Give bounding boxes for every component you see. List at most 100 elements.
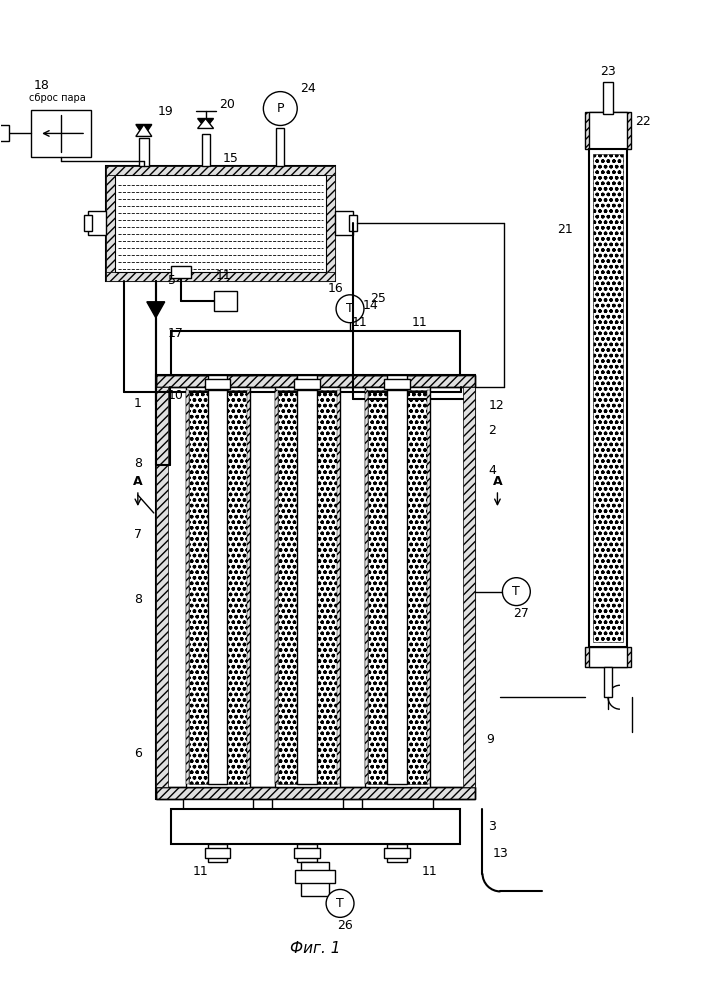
Text: 13: 13 (493, 847, 508, 860)
Text: 10: 10 (168, 389, 184, 402)
Bar (182, 799, 253, 809)
Bar (296, 870, 335, 883)
Polygon shape (136, 124, 152, 136)
Polygon shape (198, 119, 214, 128)
Bar (208, 844, 228, 862)
Text: 21: 21 (557, 223, 573, 236)
Text: 11: 11 (352, 316, 368, 329)
Bar (186, 387, 250, 787)
Text: 15: 15 (223, 152, 238, 165)
Bar (31, 110, 91, 157)
Bar (84, 215, 92, 231)
Bar (106, 166, 335, 175)
Bar (593, 154, 623, 642)
Bar (208, 375, 228, 393)
Bar (603, 82, 613, 114)
Bar (365, 390, 368, 784)
Text: 11: 11 (412, 316, 428, 329)
Polygon shape (136, 124, 152, 136)
Text: 11: 11 (193, 865, 209, 878)
Circle shape (503, 578, 530, 606)
Bar (275, 387, 340, 787)
Text: T: T (513, 585, 520, 598)
Text: 8: 8 (134, 593, 142, 606)
Text: 27: 27 (513, 607, 530, 620)
Text: A: A (493, 475, 502, 488)
Bar (156, 375, 474, 387)
Bar (276, 128, 284, 166)
Text: 24: 24 (300, 82, 316, 95)
Text: 26: 26 (337, 919, 353, 932)
Bar (335, 211, 353, 235)
Polygon shape (198, 119, 214, 128)
Bar (604, 667, 612, 697)
Bar (337, 390, 340, 784)
Bar (368, 390, 427, 784)
Text: 20: 20 (220, 98, 235, 111)
Bar (88, 211, 106, 235)
Bar (156, 387, 168, 787)
Bar (272, 799, 343, 809)
Bar (208, 390, 228, 784)
Bar (214, 291, 238, 311)
Text: 23: 23 (600, 65, 616, 78)
Bar (0, 125, 9, 141)
Bar (301, 862, 329, 896)
Bar (297, 844, 317, 862)
Text: 4: 4 (489, 464, 496, 477)
Bar (294, 848, 320, 858)
Bar (462, 387, 474, 787)
Bar (156, 375, 474, 799)
Bar (182, 366, 253, 375)
Text: 12: 12 (489, 399, 504, 412)
Bar (427, 390, 430, 784)
Text: 5: 5 (168, 274, 176, 287)
Text: A: A (133, 475, 143, 488)
Bar (349, 215, 357, 231)
Text: 3: 3 (489, 820, 496, 833)
Bar (156, 375, 474, 387)
Bar (387, 844, 407, 862)
Text: T: T (336, 897, 344, 910)
Circle shape (263, 92, 297, 125)
Text: P: P (276, 102, 284, 115)
Text: 17: 17 (168, 327, 184, 340)
Text: 11: 11 (216, 269, 231, 282)
Text: 19: 19 (158, 105, 173, 118)
Bar (106, 166, 335, 281)
Bar (201, 134, 209, 166)
Bar (585, 647, 631, 667)
Bar (170, 331, 460, 375)
Bar (387, 390, 407, 784)
Text: сброс пара: сброс пара (29, 93, 86, 103)
Bar (170, 809, 460, 844)
Text: 8: 8 (134, 457, 142, 470)
Text: 14: 14 (363, 299, 379, 312)
Bar (297, 375, 317, 393)
Bar (186, 390, 189, 784)
Bar (115, 175, 326, 272)
Bar (272, 366, 343, 375)
Bar (106, 175, 115, 272)
Bar (589, 112, 627, 149)
Text: 16: 16 (327, 282, 343, 295)
Bar (585, 112, 631, 149)
Text: 25: 25 (370, 292, 386, 305)
Text: 22: 22 (635, 115, 650, 128)
Bar (297, 390, 317, 784)
Bar (204, 379, 230, 389)
Bar (362, 799, 433, 809)
Text: 2: 2 (489, 424, 496, 437)
Bar (275, 390, 279, 784)
Bar (589, 149, 627, 647)
Text: 9: 9 (486, 733, 494, 746)
Bar (279, 390, 337, 784)
Bar (362, 366, 433, 375)
Text: T: T (346, 302, 354, 315)
Bar (384, 848, 410, 858)
Bar (189, 390, 247, 784)
Circle shape (336, 295, 364, 323)
Bar (294, 379, 320, 389)
Text: 11: 11 (422, 865, 438, 878)
Text: 1: 1 (134, 397, 142, 410)
